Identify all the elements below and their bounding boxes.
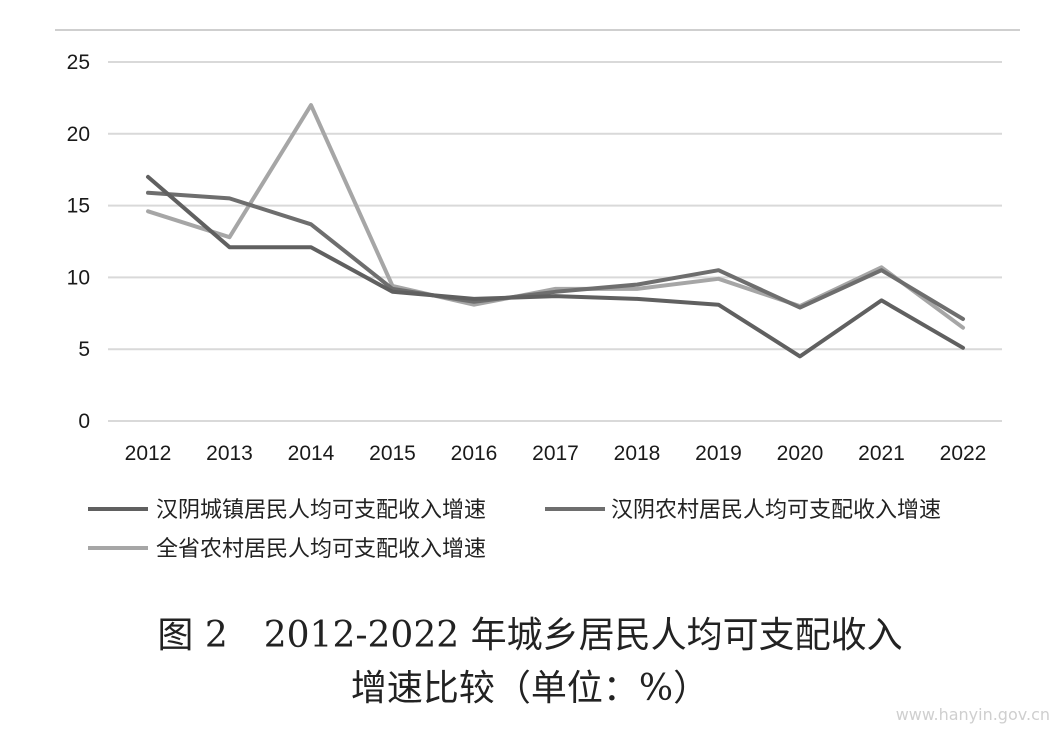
series-lines bbox=[146, 103, 965, 359]
y-tick-label: 20 bbox=[67, 123, 90, 146]
x-tick-label: 2019 bbox=[695, 442, 742, 465]
y-tick-label: 25 bbox=[67, 51, 90, 74]
y-tick-label: 15 bbox=[67, 195, 90, 218]
x-tick-label: 2014 bbox=[288, 442, 335, 465]
caption-line-1: 图 2 2012-2022 年城乡居民人均可支配收入 bbox=[157, 615, 902, 656]
x-tick-label: 2016 bbox=[451, 442, 498, 465]
x-tick-label: 2017 bbox=[532, 442, 579, 465]
gridlines bbox=[108, 61, 1002, 422]
x-tick-label: 2012 bbox=[125, 442, 172, 465]
series-line-0 bbox=[146, 174, 965, 359]
caption-line-2: 增速比较（单位：%） bbox=[351, 668, 709, 709]
x-tick-label: 2013 bbox=[206, 442, 253, 465]
legend-item-hanyin-urban: 汉阴城镇居民人均可支配收入增速 bbox=[88, 498, 486, 523]
x-tick-label: 2018 bbox=[614, 442, 661, 465]
x-tick-label: 2015 bbox=[369, 442, 416, 465]
y-tick-label: 0 bbox=[78, 410, 90, 433]
legend-label: 全省农村居民人均可支配收入增速 bbox=[156, 537, 486, 562]
x-tick-label: 2020 bbox=[777, 442, 824, 465]
legend-item-province-rural: 全省农村居民人均可支配收入增速 bbox=[88, 537, 486, 562]
legend-label: 汉阴农村居民人均可支配收入增速 bbox=[611, 498, 941, 523]
y-tick-label: 10 bbox=[67, 266, 90, 289]
x-tick-label: 2022 bbox=[940, 442, 987, 465]
legend-label: 汉阴城镇居民人均可支配收入增速 bbox=[156, 498, 486, 523]
legend: 汉阴城镇居民人均可支配收入增速 汉阴农村居民人均可支配收入增速 全省农村居民人均… bbox=[88, 498, 941, 562]
y-tick-label: 5 bbox=[78, 338, 90, 361]
series-line-1 bbox=[146, 190, 965, 321]
x-axis-tick-labels: 2012 2013 2014 2015 2016 2017 2018 2019 2020 2021… bbox=[125, 442, 987, 465]
legend-item-hanyin-rural: 汉阴农村居民人均可支配收入增速 bbox=[545, 498, 941, 523]
x-tick-label: 2021 bbox=[858, 442, 905, 465]
y-axis-tick-labels: 0 5 10 15 20 25 bbox=[67, 51, 90, 433]
watermark: www.hanyin.gov.cn bbox=[896, 705, 1050, 724]
